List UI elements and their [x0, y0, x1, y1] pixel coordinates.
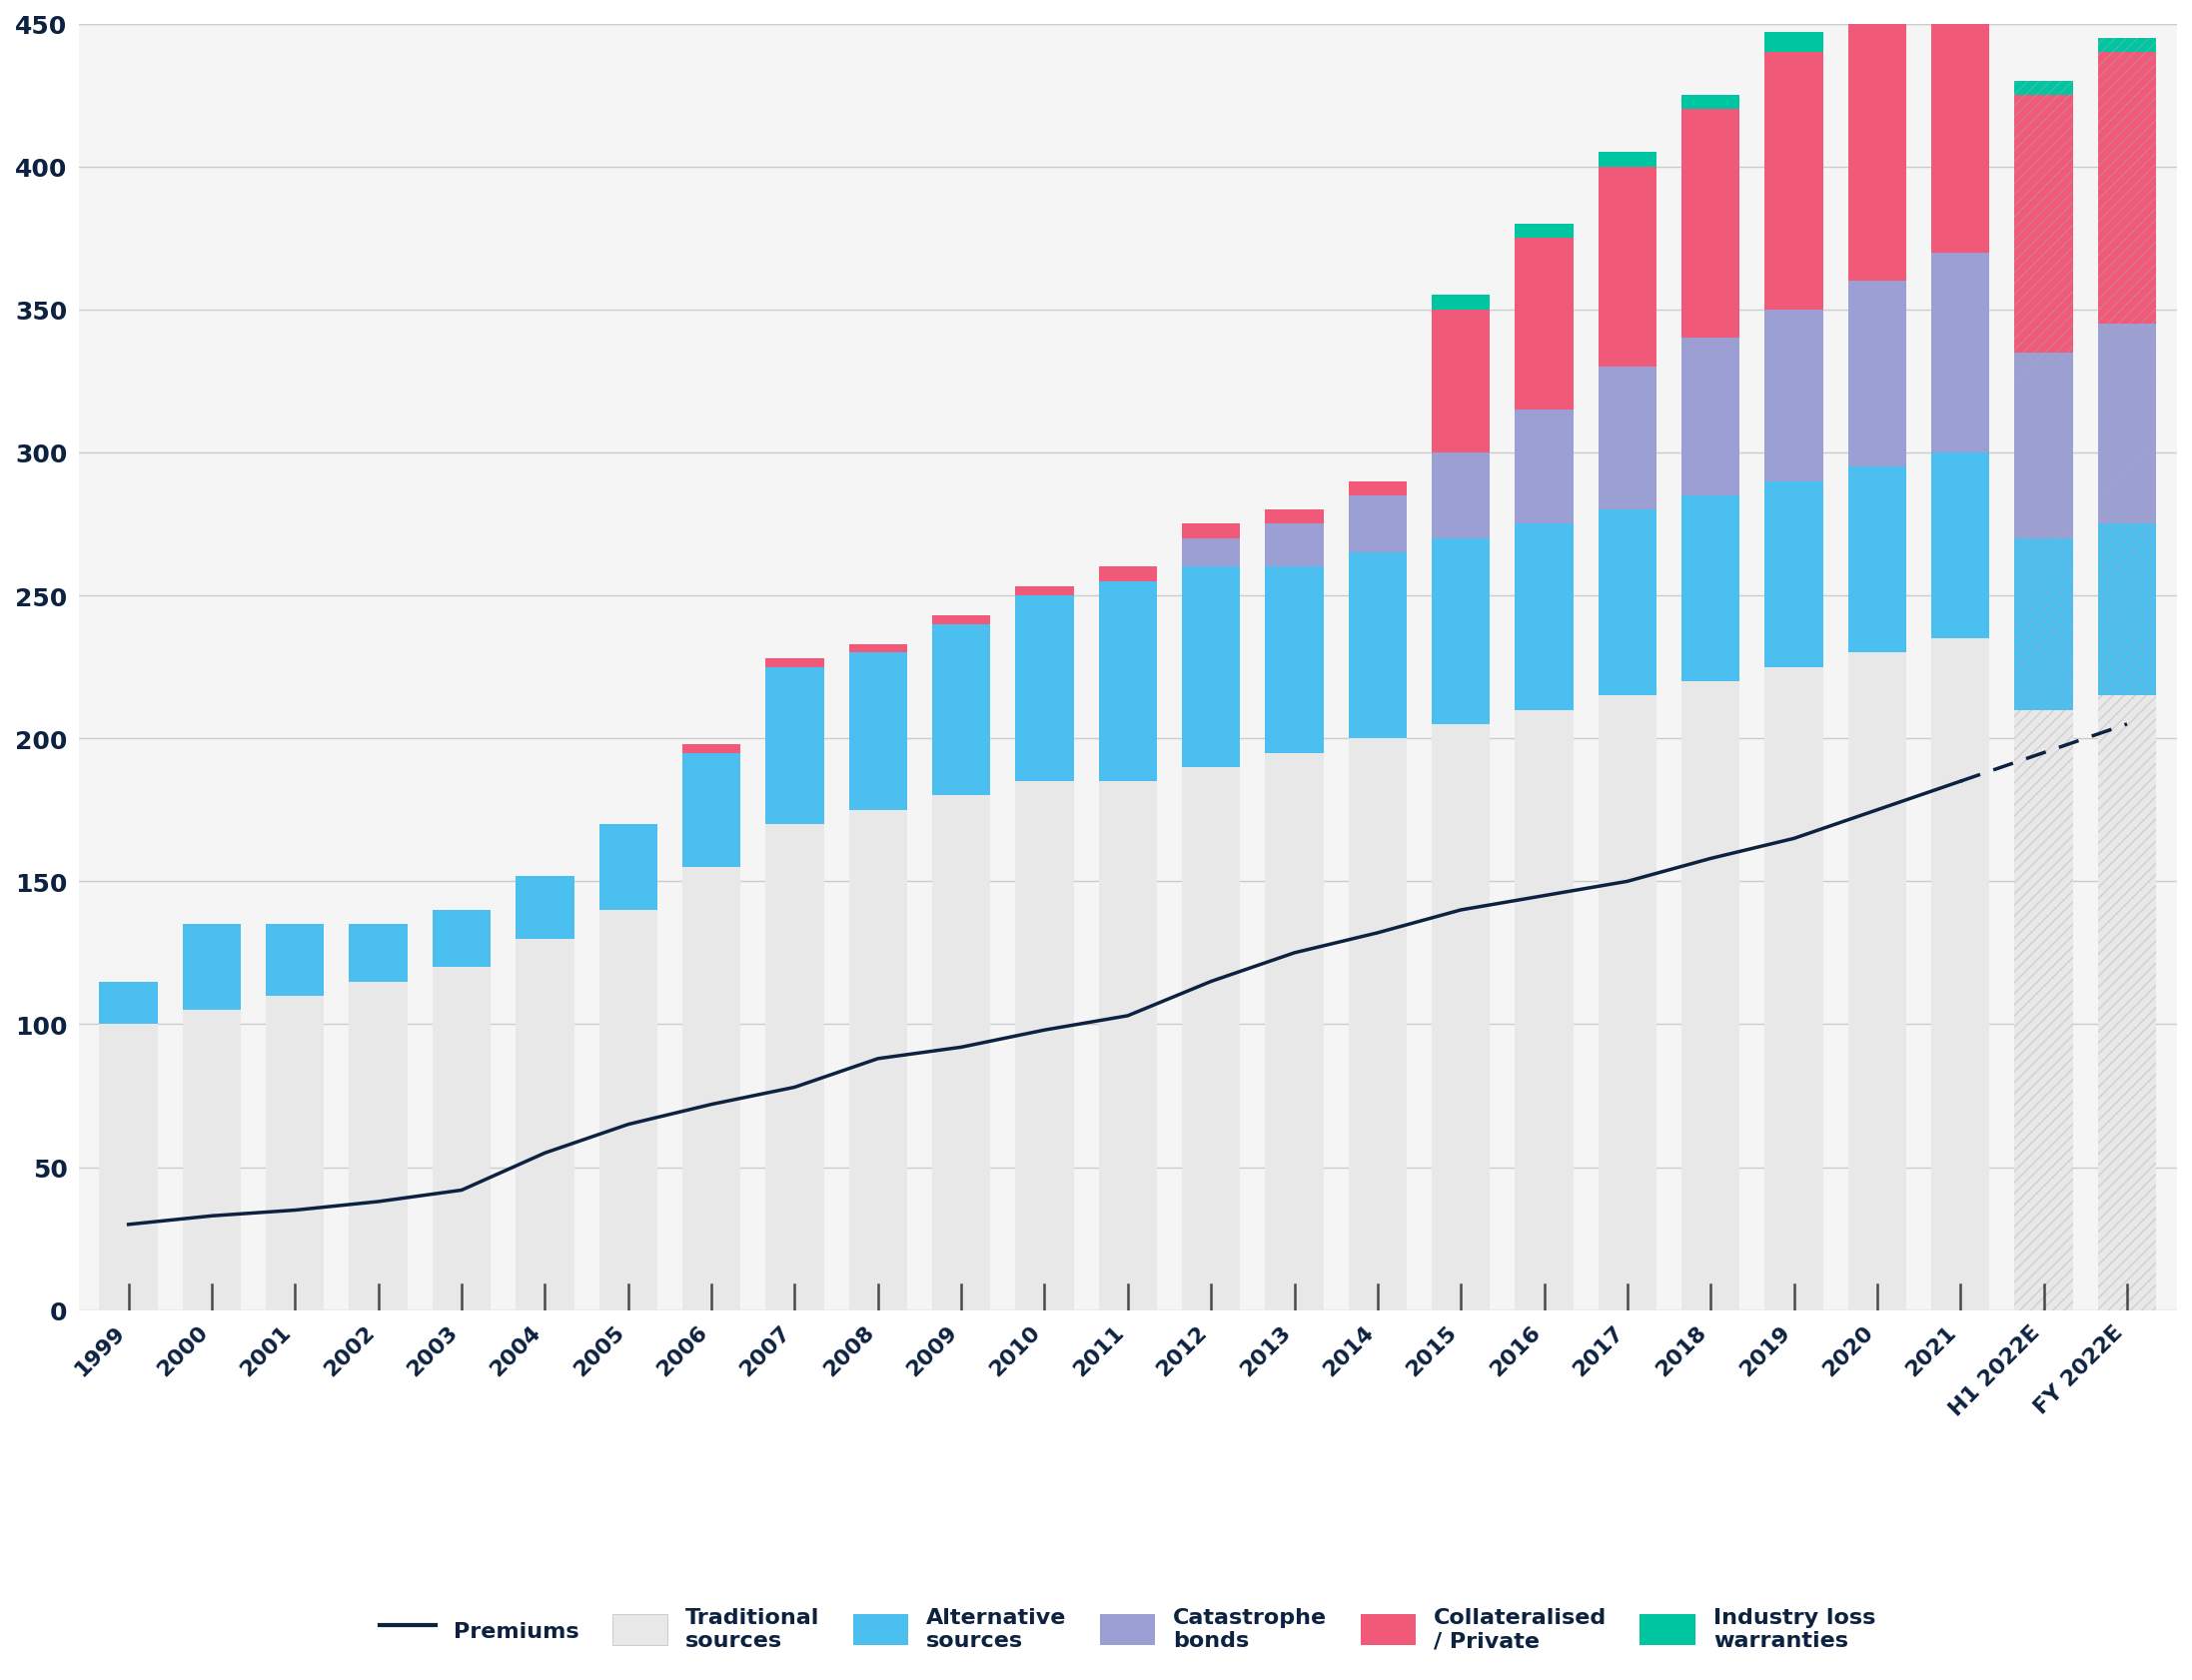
Bar [2014, 82, 2074, 96]
Bar [932, 617, 991, 625]
Bar [1515, 524, 1574, 711]
Bar [2098, 324, 2157, 524]
Bar [1181, 524, 1241, 539]
Bar [265, 996, 324, 1310]
Bar [1765, 482, 1824, 667]
Bar [1515, 711, 1574, 1310]
Bar [765, 659, 824, 667]
Bar [1431, 454, 1491, 539]
Bar [182, 1010, 241, 1310]
Bar [1265, 568, 1324, 753]
Bar [2098, 696, 2157, 1310]
Bar [2098, 524, 2157, 696]
Bar [1598, 696, 1657, 1310]
Bar [1348, 482, 1407, 496]
Bar [765, 825, 824, 1310]
Bar [1431, 296, 1491, 311]
Bar [1431, 539, 1491, 724]
Bar [682, 753, 741, 867]
Bar [2098, 54, 2157, 324]
Bar [1931, 0, 1990, 254]
Bar [1598, 368, 1657, 511]
Bar [765, 667, 824, 825]
Bar [182, 924, 241, 1010]
Bar [432, 968, 491, 1310]
Bar [682, 867, 741, 1310]
Bar [848, 810, 907, 1310]
Bar [1515, 239, 1574, 410]
Bar [1598, 153, 1657, 168]
Bar [1931, 638, 1990, 1310]
Bar [1098, 568, 1157, 581]
Bar [1765, 667, 1824, 1310]
Bar [848, 645, 907, 654]
Bar [1848, 0, 1907, 10]
Bar [1848, 282, 1907, 467]
Bar [1265, 753, 1324, 1310]
Bar [1515, 410, 1574, 524]
Bar [349, 981, 408, 1310]
Bar [1931, 254, 1990, 454]
Bar [1598, 511, 1657, 696]
Bar [932, 625, 991, 796]
Bar [432, 911, 491, 968]
Bar [1348, 553, 1407, 739]
Bar [1848, 10, 1907, 282]
Bar [2014, 711, 2074, 1310]
Bar [1431, 724, 1491, 1310]
Bar [2014, 539, 2074, 711]
Bar [2014, 353, 2074, 539]
Bar [1265, 511, 1324, 524]
Bar [1681, 339, 1740, 496]
Bar [1348, 739, 1407, 1310]
Bar [515, 939, 574, 1310]
Bar [1181, 539, 1241, 568]
Legend: Premiums, Traditional
sources, Alternative
sources, Catastrophe
bonds, Collatera: Premiums, Traditional sources, Alternati… [370, 1598, 1885, 1660]
Bar [2014, 82, 2074, 96]
Bar [2014, 711, 2074, 1310]
Bar [2014, 96, 2074, 353]
Bar [99, 981, 158, 1025]
Bar [2098, 39, 2157, 54]
Bar [1431, 311, 1491, 454]
Bar [2098, 324, 2157, 524]
Bar [1848, 467, 1907, 654]
Bar [2098, 54, 2157, 324]
Bar [1681, 96, 1740, 111]
Bar [1015, 596, 1074, 781]
Bar [99, 1025, 158, 1310]
Bar [2098, 524, 2157, 696]
Bar [1681, 682, 1740, 1310]
Bar [265, 924, 324, 996]
Bar [2098, 696, 2157, 1310]
Bar [1098, 781, 1157, 1310]
Bar [1765, 311, 1824, 482]
Bar [682, 744, 741, 753]
Bar [1681, 111, 1740, 339]
Bar [2014, 353, 2074, 539]
Bar [515, 875, 574, 939]
Bar [1015, 781, 1074, 1310]
Bar [1181, 568, 1241, 768]
Bar [1848, 654, 1907, 1310]
Bar [1765, 34, 1824, 54]
Bar [2014, 539, 2074, 711]
Bar [2014, 96, 2074, 353]
Bar [1098, 581, 1157, 781]
Bar [1598, 168, 1657, 368]
Bar [349, 924, 408, 981]
Bar [1265, 524, 1324, 568]
Bar [1515, 225, 1574, 239]
Bar [1765, 54, 1824, 311]
Bar [932, 796, 991, 1310]
Bar [1681, 496, 1740, 682]
Bar [1931, 454, 1990, 638]
Bar [848, 654, 907, 810]
Bar [2098, 39, 2157, 54]
Bar [1181, 768, 1241, 1310]
Bar [598, 911, 658, 1310]
Bar [1015, 588, 1074, 596]
Bar [1348, 496, 1407, 553]
Bar [598, 825, 658, 911]
